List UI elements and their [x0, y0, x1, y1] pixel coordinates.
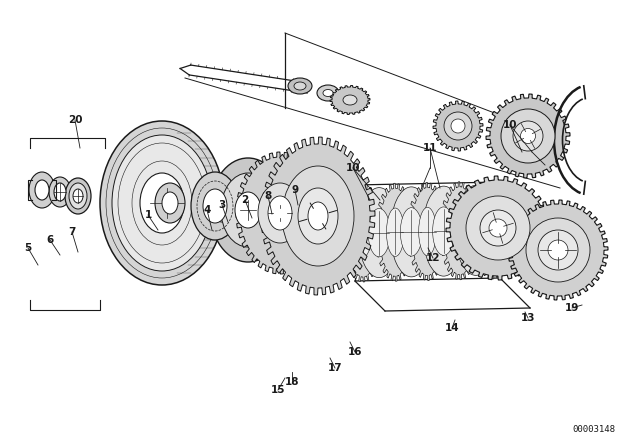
Polygon shape — [508, 200, 608, 300]
Ellipse shape — [538, 230, 578, 270]
Text: 3: 3 — [218, 200, 226, 210]
Ellipse shape — [480, 210, 516, 246]
Ellipse shape — [155, 183, 185, 223]
Text: 6: 6 — [46, 235, 54, 245]
Ellipse shape — [323, 90, 333, 96]
Text: 16: 16 — [348, 347, 362, 357]
Ellipse shape — [258, 183, 302, 243]
Polygon shape — [446, 176, 550, 280]
Text: 8: 8 — [264, 191, 271, 201]
Ellipse shape — [354, 209, 372, 257]
Ellipse shape — [451, 207, 468, 255]
Ellipse shape — [433, 207, 454, 255]
Ellipse shape — [49, 177, 71, 207]
Ellipse shape — [387, 208, 404, 256]
Ellipse shape — [526, 218, 590, 282]
Text: 5: 5 — [24, 243, 31, 253]
Text: 1: 1 — [145, 210, 152, 220]
Ellipse shape — [54, 183, 66, 201]
Polygon shape — [408, 182, 447, 280]
Ellipse shape — [235, 192, 261, 228]
Ellipse shape — [73, 189, 83, 203]
Ellipse shape — [401, 208, 422, 256]
Ellipse shape — [203, 189, 227, 223]
Polygon shape — [343, 184, 383, 282]
Ellipse shape — [317, 85, 339, 101]
Ellipse shape — [69, 183, 87, 209]
Ellipse shape — [455, 185, 497, 276]
Text: 14: 14 — [445, 323, 460, 333]
Polygon shape — [472, 181, 512, 279]
Polygon shape — [433, 101, 483, 151]
Ellipse shape — [112, 135, 212, 271]
Ellipse shape — [465, 206, 487, 254]
Polygon shape — [486, 94, 570, 178]
Ellipse shape — [513, 121, 543, 151]
Ellipse shape — [444, 112, 472, 140]
Ellipse shape — [100, 121, 224, 285]
Ellipse shape — [489, 219, 507, 237]
Ellipse shape — [422, 186, 465, 276]
Text: 11: 11 — [423, 143, 437, 153]
Polygon shape — [375, 183, 415, 281]
Text: 4: 4 — [204, 205, 211, 215]
Text: 19: 19 — [565, 303, 579, 313]
Ellipse shape — [221, 173, 275, 247]
Text: 10: 10 — [346, 163, 360, 173]
Ellipse shape — [483, 206, 501, 254]
Ellipse shape — [466, 196, 530, 260]
Text: 9: 9 — [291, 185, 299, 195]
Ellipse shape — [520, 129, 536, 143]
Ellipse shape — [548, 240, 568, 260]
Text: 20: 20 — [68, 115, 83, 125]
Ellipse shape — [200, 177, 244, 239]
Ellipse shape — [212, 194, 232, 222]
Ellipse shape — [210, 158, 286, 262]
Ellipse shape — [368, 208, 390, 257]
Polygon shape — [261, 137, 375, 295]
Text: 17: 17 — [328, 363, 342, 373]
Ellipse shape — [294, 82, 306, 90]
Polygon shape — [236, 152, 324, 274]
Text: 12: 12 — [426, 253, 440, 263]
Ellipse shape — [358, 188, 400, 278]
Ellipse shape — [282, 166, 354, 266]
Ellipse shape — [390, 187, 433, 277]
Polygon shape — [330, 86, 370, 115]
Ellipse shape — [288, 78, 312, 94]
Ellipse shape — [419, 207, 436, 256]
Ellipse shape — [162, 192, 178, 214]
Text: 7: 7 — [68, 227, 76, 237]
Ellipse shape — [191, 172, 239, 240]
Ellipse shape — [268, 196, 292, 230]
Text: 00003148: 00003148 — [572, 425, 615, 434]
Ellipse shape — [140, 173, 184, 233]
Text: 10: 10 — [503, 120, 517, 130]
Text: 13: 13 — [521, 313, 535, 323]
Ellipse shape — [451, 119, 465, 133]
Ellipse shape — [65, 178, 91, 214]
Text: 15: 15 — [271, 385, 285, 395]
Ellipse shape — [308, 202, 328, 230]
Ellipse shape — [343, 95, 357, 105]
Text: 2: 2 — [241, 195, 248, 205]
Ellipse shape — [35, 180, 49, 200]
Ellipse shape — [29, 172, 55, 208]
Polygon shape — [440, 182, 480, 280]
Text: 18: 18 — [285, 377, 300, 387]
Ellipse shape — [298, 188, 338, 244]
Ellipse shape — [501, 109, 555, 163]
